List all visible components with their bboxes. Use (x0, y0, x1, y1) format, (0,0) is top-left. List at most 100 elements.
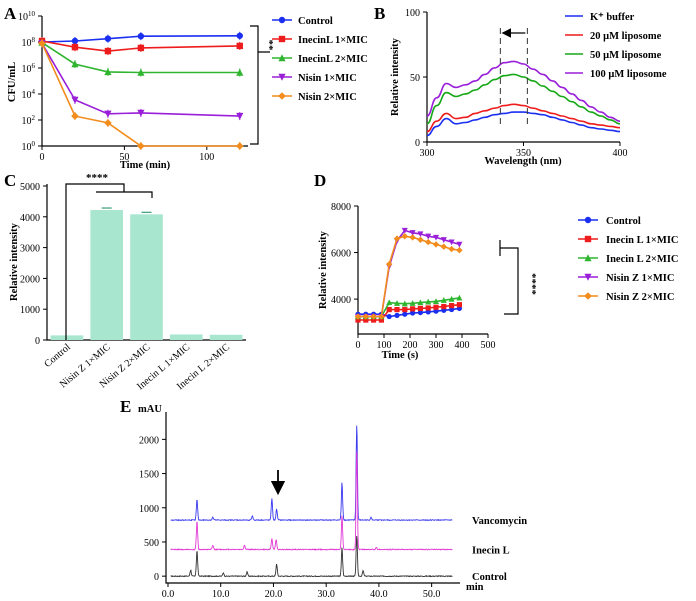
panel-c-ytick-label: 2000 (20, 274, 40, 285)
panel-d-data-point (409, 230, 416, 236)
panel-d-data-point (440, 297, 447, 303)
panel-e-ytick-label: 1000 (139, 504, 159, 515)
panel-a-series-line (41, 42, 240, 117)
panel-d-xtick-label: 400 (455, 340, 470, 351)
panel-d-xtick-label: 500 (481, 340, 496, 351)
panel-d-data-point (417, 309, 423, 316)
panel-d-data-point (433, 298, 439, 305)
panel-e-chromatogram (170, 451, 453, 551)
panel-d-data-point (440, 237, 447, 243)
panel-d-data-point (433, 234, 439, 241)
panel-a-legend-label: InecinL 1×MIC (298, 35, 368, 46)
panel-d-xlabel: Time (s) (382, 350, 419, 361)
panel-a-data-point (137, 32, 145, 40)
panel-b-ylabel: Relative intensity (390, 37, 401, 116)
panel-d-xtick-label: 100 (377, 340, 392, 351)
panel-e-xtick-label: 50.0 (423, 589, 441, 600)
panel-a-data-point (104, 68, 112, 76)
panel-d-legend-marker (584, 216, 592, 224)
panel-a-ytick-label: 1010 (18, 10, 36, 23)
panel-e-xtick-label: 10.0 (212, 589, 230, 600)
panel-d-data-point (449, 306, 455, 313)
panel-a-ytick-label: 106 (22, 62, 36, 75)
panel-d-data-point (386, 260, 393, 268)
panel-d-data-point (394, 306, 400, 313)
panel-e-xtick-label: 0.0 (162, 589, 175, 600)
panel-a-xtick-label: 0 (40, 152, 45, 163)
panel-d-legend-marker (584, 292, 592, 300)
panel-e-trace-label: Inecin L (472, 545, 510, 556)
panel-d-data-point (440, 243, 447, 250)
panel-e-chart: mAU min 0 500 1000 1500 2000 0.0 10.0 20.0 30.0 4… (138, 404, 527, 600)
panel-e-trace-label: Control (472, 572, 507, 583)
panel-d-data-point (401, 227, 408, 234)
panel-c-bar (169, 334, 203, 340)
panel-d-significance: **** (526, 273, 538, 296)
panel-d-data-point (362, 313, 369, 320)
panel-c-significance-bracket (65, 183, 153, 340)
panel-a-significance: ** (263, 40, 275, 52)
panel-d-xtick-label: 0 (356, 340, 361, 351)
panel-b-ytick-label: 100 (405, 8, 420, 19)
panel-a-ytick-exponent: 4 (32, 88, 36, 96)
panel-a-data-point (71, 37, 79, 45)
panel-b-series-line (426, 73, 621, 125)
panel-d-legend-marker (584, 273, 592, 281)
panel-d-chart: Relative intensity Time (s) 400060008000… (318, 202, 679, 361)
panel-b-series-line (426, 103, 621, 133)
panel-d-xtick-label: 300 (429, 340, 444, 351)
panel-d-data-point (409, 300, 416, 306)
panel-d-data-point (394, 312, 400, 318)
panel-a-data-point (236, 32, 243, 39)
panel-d-data-point (425, 305, 431, 311)
panel-a-legend-marker (278, 73, 286, 81)
panel-a-data-point (137, 109, 145, 117)
panel-e-xtick-label: 20.0 (265, 589, 283, 600)
panel-d-ytick-label: 8000 (331, 202, 351, 213)
panel-a-legend-label: Nisin 2×MIC (298, 92, 357, 103)
panel-b-xtick-label: 400 (613, 148, 628, 159)
panel-b-xtick-label: 350 (516, 148, 531, 159)
panel-a-ytick-exponent: 6 (32, 62, 36, 70)
panel-d-data-point (378, 317, 384, 323)
panel-c-chart: Relative intensity 0 1000 2000 3000 4000 5000… (9, 172, 246, 392)
panel-a-ytick-exponent: 10 (28, 10, 36, 18)
panel-e-chromatogram (170, 535, 453, 578)
panel-d-data-point (417, 236, 424, 243)
panel-d-ytick-label: 6000 (331, 249, 351, 260)
panel-b-chart: Relative intensity Wavelength (nm) 0 50 10… (390, 8, 667, 167)
panel-d-data-point (417, 299, 424, 306)
panel-e-ytick-label: 2000 (139, 435, 159, 446)
panel-a-ytick-label: 100 (22, 140, 36, 153)
panel-a-data-point (38, 39, 46, 48)
panel-a-ylabel: CFU/mL (7, 62, 18, 102)
panel-e-xtick-label: 40.0 (370, 589, 388, 600)
panel-d-legend-label: Nisin Z 1×MIC (606, 273, 674, 284)
panel-d-data-point (410, 310, 416, 316)
panel-c-ytick-label: 4000 (20, 213, 40, 224)
panel-d-data-point (355, 317, 361, 323)
panel-d-data-point (432, 241, 440, 248)
panel-d-data-point (425, 233, 432, 240)
panel-b-legend-label: 50 μM liposome (590, 50, 662, 61)
panel-b-xlabel: Wavelength (nm) (484, 156, 562, 167)
panel-d-data-point (386, 313, 392, 320)
panel-d-significance-bracket (499, 240, 519, 315)
panel-d-legend-label: Inecin L 2×MIC (606, 254, 679, 265)
panel-d-data-point (402, 311, 408, 317)
panel-e-ytick-label: 1500 (139, 470, 159, 481)
panel-c-ylabel: Relative intensity (9, 222, 20, 301)
panel-d-legend-marker (584, 235, 592, 243)
panel-c-bar (130, 214, 163, 340)
panel-letter-c: C (4, 171, 16, 190)
panel-b-xtick-label: 300 (420, 148, 435, 159)
panel-b-ytick-label: 50 (410, 73, 420, 84)
panel-c-ytick-label: 5000 (20, 182, 40, 193)
panel-d-data-point (448, 239, 455, 246)
panel-c-significance: **** (86, 172, 109, 184)
panel-e-ylabel: mAU (138, 404, 162, 415)
panel-c-ytick-label: 0 (35, 336, 40, 347)
panel-d-data-point (448, 245, 455, 253)
panel-d-legend-marker (584, 254, 592, 262)
